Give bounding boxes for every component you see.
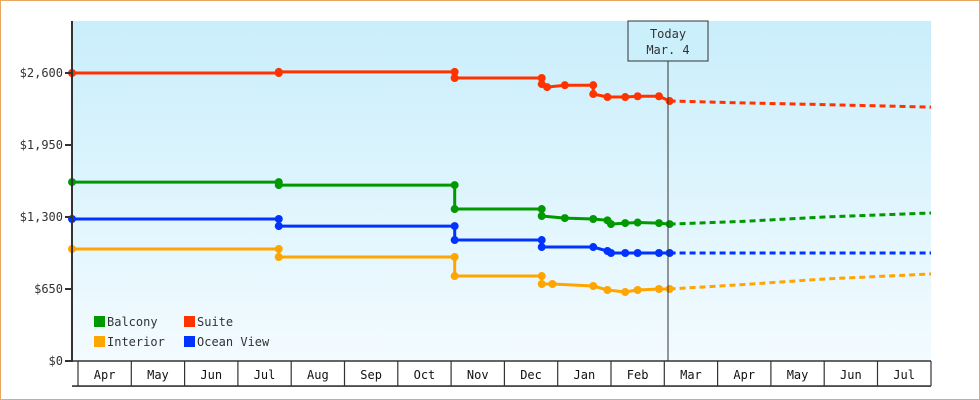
data-point-interior — [654, 285, 663, 293]
data-point-balcony — [621, 219, 630, 228]
legend-item-ocean-view: Ocean View — [184, 335, 270, 349]
series-suite — [68, 67, 932, 109]
x-tick-label: Dec — [520, 368, 542, 382]
data-point-ocean-view — [589, 243, 598, 252]
legend: Balcony Suite Interior Ocean View — [94, 315, 270, 349]
legend-item-suite: Suite — [184, 315, 233, 329]
data-point-suite — [274, 67, 283, 76]
data-point-suite — [654, 92, 663, 101]
x-tick-label: Jan — [574, 368, 596, 382]
x-tick-label: Jun — [840, 368, 862, 382]
legend-swatch — [94, 336, 105, 347]
data-point-ocean-view — [537, 236, 546, 245]
legend-item-balcony: Balcony — [94, 315, 158, 329]
y-tick-label: $650 — [34, 282, 63, 296]
x-axis-band — [72, 362, 931, 386]
x-tick-label: Jul — [893, 368, 915, 382]
data-point-suite — [665, 97, 674, 106]
data-point-suite — [589, 90, 598, 99]
series-interior — [68, 245, 932, 296]
data-point-interior — [537, 272, 546, 281]
data-point-suite — [543, 83, 552, 92]
data-point-ocean-view — [450, 222, 459, 231]
data-point-interior — [274, 252, 283, 261]
data-point-balcony — [274, 181, 283, 190]
legend-swatch — [184, 336, 195, 347]
data-point-interior — [589, 282, 598, 291]
data-point-interior — [537, 280, 546, 289]
legend-label: Suite — [197, 315, 233, 329]
data-point-interior — [621, 287, 630, 296]
data-point-ocean-view — [654, 249, 663, 257]
y-tick-label: $1,300 — [20, 210, 63, 224]
data-point-suite — [621, 93, 630, 102]
data-point-interior — [633, 285, 642, 294]
data-point-suite — [603, 93, 612, 102]
data-point-balcony — [589, 214, 598, 223]
legend-label: Balcony — [107, 315, 158, 329]
data-point-ocean-view — [274, 214, 283, 223]
series-balcony — [68, 178, 932, 229]
data-point-balcony — [450, 181, 459, 190]
data-point-suite — [537, 73, 546, 82]
data-point-balcony — [560, 214, 569, 223]
x-tick-label: Mar — [680, 368, 702, 382]
data-point-interior — [603, 285, 612, 294]
legend-label: Ocean View — [197, 335, 270, 349]
x-tick-label: Sep — [360, 368, 382, 382]
x-tick-label: Feb — [627, 368, 649, 382]
data-point-ocean-view — [633, 249, 642, 257]
data-point-interior — [665, 285, 674, 293]
x-tick-label: May — [147, 368, 169, 382]
y-tick-label: $0 — [49, 354, 63, 368]
data-point-suite — [450, 73, 459, 82]
data-point-balcony — [654, 219, 663, 228]
x-tick-label: Oct — [414, 368, 436, 382]
data-point-balcony — [665, 220, 674, 229]
today-label: Today — [650, 27, 686, 41]
data-point-ocean-view — [450, 236, 459, 245]
data-point-interior — [450, 272, 459, 281]
forecast-line-interior — [669, 272, 932, 291]
data-point-suite — [560, 81, 569, 90]
forecast-line-balcony — [669, 211, 932, 226]
data-point-interior — [450, 252, 459, 261]
legend-item-interior: Interior — [94, 335, 165, 349]
today-marker-box — [627, 20, 709, 62]
data-point-ocean-view — [537, 243, 546, 252]
x-tick-label: Nov — [467, 368, 489, 382]
data-point-suite — [589, 81, 598, 90]
data-point-ocean-view — [665, 249, 674, 257]
x-tick-label: Jul — [254, 368, 276, 382]
series-ocean-view — [68, 214, 931, 257]
data-point-suite — [633, 92, 642, 101]
data-point-interior — [548, 280, 557, 289]
data-point-balcony — [607, 220, 615, 229]
data-point-balcony — [537, 205, 546, 214]
data-point-suite — [450, 67, 459, 76]
x-tick-label: Apr — [733, 368, 755, 382]
data-point-balcony — [450, 205, 459, 214]
legend-label: Interior — [107, 335, 165, 349]
y-tick-label: $2,600 — [20, 66, 63, 80]
data-point-balcony — [537, 212, 546, 221]
x-tick-label: May — [787, 368, 809, 382]
x-tick-label: Apr — [94, 368, 116, 382]
forecast-line-suite — [669, 99, 932, 109]
x-tick-label: Jun — [200, 368, 222, 382]
legend-swatch — [184, 316, 195, 327]
data-point-ocean-view — [274, 222, 283, 231]
data-point-interior — [274, 245, 283, 254]
today-date: Mar. 4 — [646, 43, 689, 57]
data-point-ocean-view — [607, 249, 615, 257]
y-tick-label: $1,950 — [20, 138, 63, 152]
history-line-suite — [72, 70, 671, 103]
data-point-ocean-view — [621, 249, 630, 257]
legend-swatch — [94, 316, 105, 327]
x-tick-label: Aug — [307, 368, 329, 382]
data-point-balcony — [633, 218, 642, 227]
